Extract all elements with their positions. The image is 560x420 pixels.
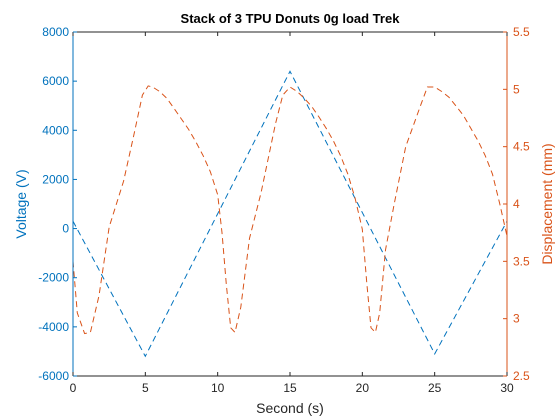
y-left-tick-label: 4000 xyxy=(42,123,69,137)
y-left-tick-label: 8000 xyxy=(42,25,69,39)
y-left-tick-label: 0 xyxy=(62,222,69,236)
chart-title: Stack of 3 TPU Donuts 0g load Trek xyxy=(181,11,401,26)
y-right-tick-label: 4.5 xyxy=(513,140,530,154)
x-tick-label: 30 xyxy=(500,381,514,395)
y-left-tick-label: -4000 xyxy=(38,320,69,334)
y-right-tick-label: 5.5 xyxy=(513,25,530,39)
x-tick-label: 15 xyxy=(283,381,297,395)
x-axis-label: Second (s) xyxy=(256,400,324,416)
y-right-tick-label: 3 xyxy=(513,312,520,326)
y-axis-left-label: Voltage (V) xyxy=(13,169,29,238)
x-tick-label: 10 xyxy=(211,381,225,395)
y-right-tick-label: 5 xyxy=(513,82,520,96)
x-tick-label: 5 xyxy=(142,381,149,395)
y-left-tick-label: 6000 xyxy=(42,74,69,88)
x-tick-label: 20 xyxy=(356,381,370,395)
x-tick-label: 0 xyxy=(70,381,77,395)
y-left-tick-label: -6000 xyxy=(38,369,69,383)
y-right-tick-label: 3.5 xyxy=(513,254,530,268)
y-left-tick-label: -2000 xyxy=(38,271,69,285)
y-right-tick-label: 4 xyxy=(513,197,520,211)
x-tick-label: 25 xyxy=(428,381,442,395)
series-layer xyxy=(72,70,508,358)
series-line-left xyxy=(72,70,508,358)
series-line-right xyxy=(72,85,508,335)
plot-area xyxy=(73,32,507,376)
ticks-layer: 0 5 10 15 20 25 30 -6000 -4000 -2000 0 2000 4000 6000… xyxy=(38,25,530,395)
y-left-tick-label: 2000 xyxy=(42,172,69,186)
y-axis-right-label: Displacement (mm) xyxy=(539,143,555,264)
y-right-tick-label: 2.5 xyxy=(513,369,530,383)
